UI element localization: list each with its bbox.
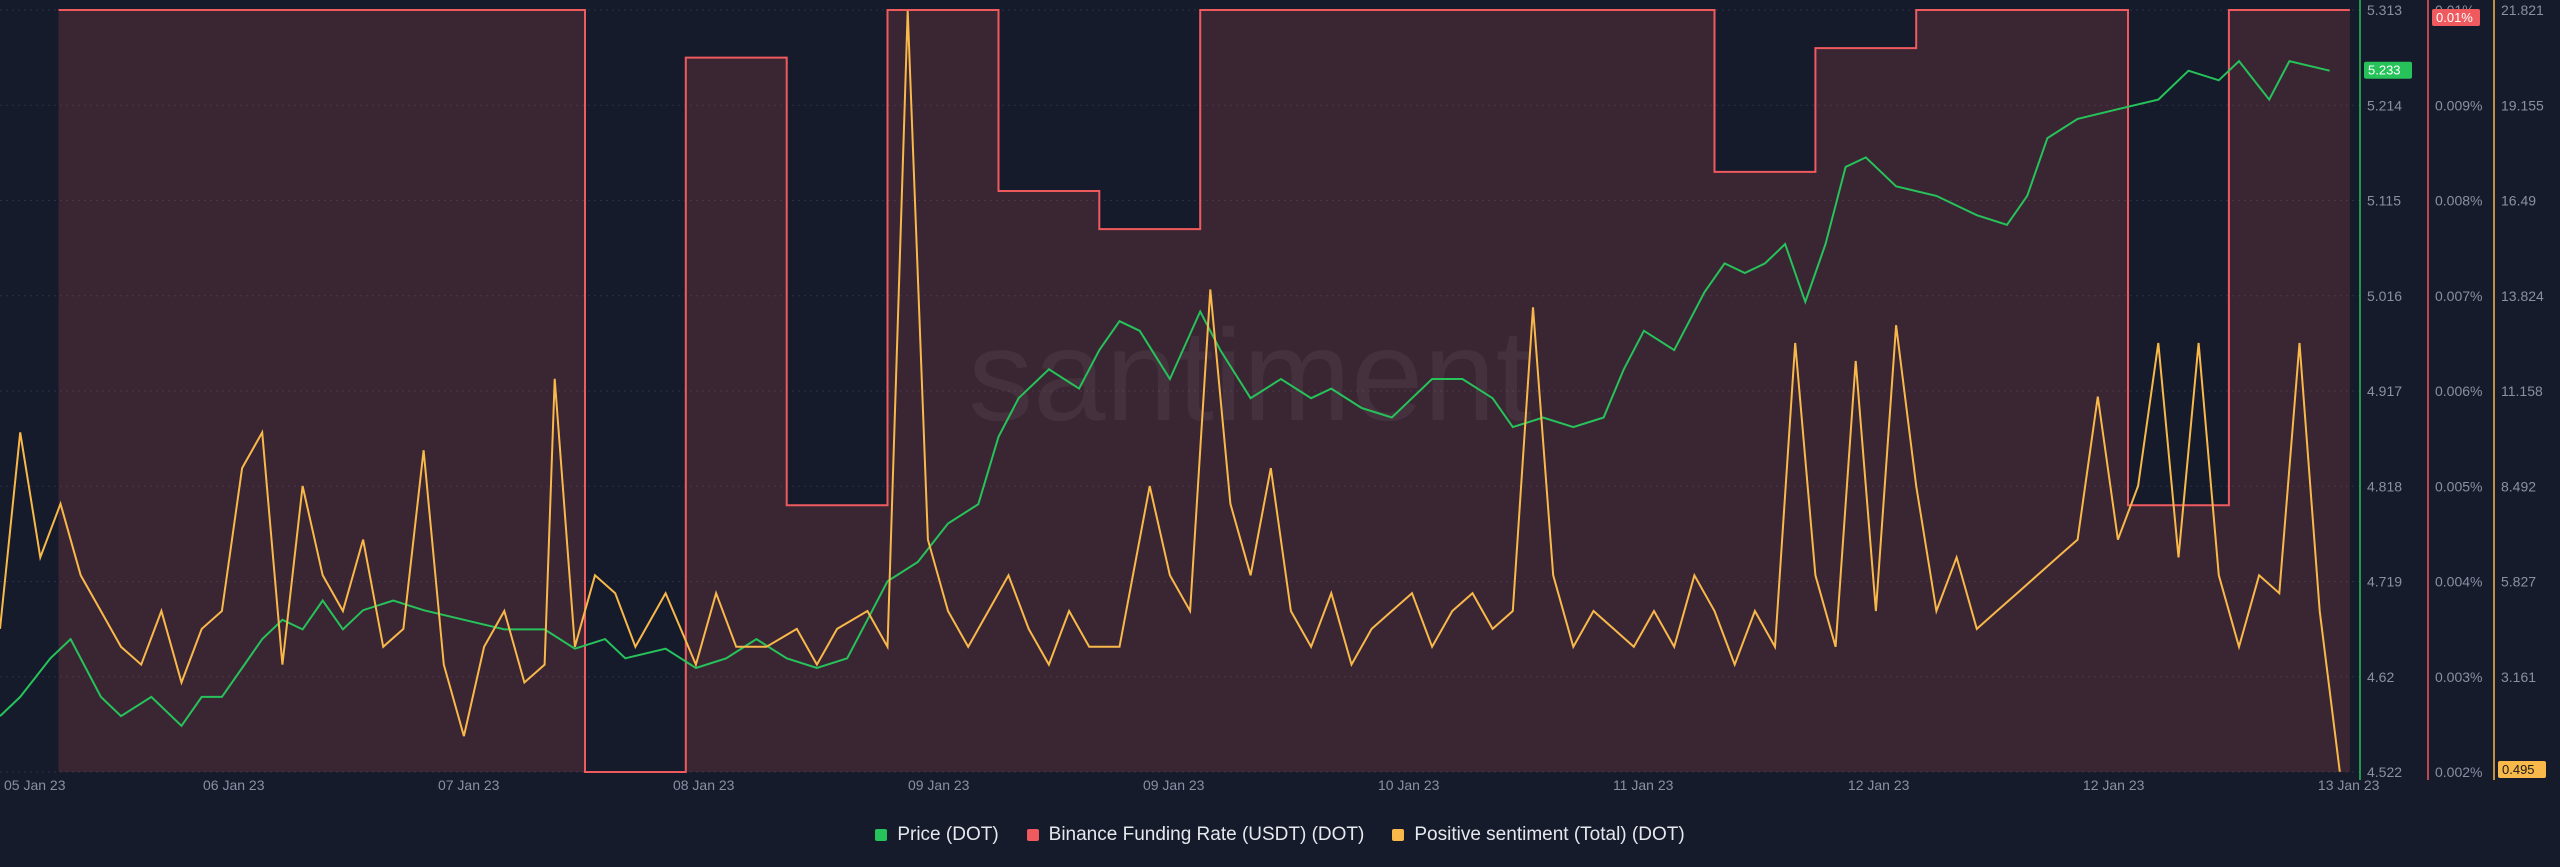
x-axis-tick: 12 Jan 23: [1848, 777, 1910, 793]
sentiment-current-value: 0.495: [2502, 762, 2535, 777]
price-axis-tick: 4.522: [2367, 764, 2402, 780]
axes: 5.313 5.214 5.115 5.016 4.917 4.818 4.719 4.62 4…: [2359, 0, 2546, 780]
legend-swatch-price: [875, 829, 888, 841]
sentiment-line: [0, 10, 2341, 772]
legend-item-sentiment[interactable]: Positive sentiment (Total) (DOT): [1392, 824, 1685, 846]
sentiment-axis-tick: 11.158: [2501, 383, 2543, 399]
sentiment-current-badge: [2498, 761, 2546, 778]
price-line: [0, 59, 2330, 728]
funding-axis-tick: 0.008%: [2435, 193, 2482, 209]
x-axis-tick: 13 Jan 23: [2318, 777, 2380, 793]
x-axis-tick: 09 Jan 23: [908, 777, 970, 793]
price-axis-tick: 5.016: [2367, 288, 2402, 304]
funding-axis-tick: 0.003%: [2435, 669, 2482, 685]
legend-swatch-sentiment: [1392, 829, 1405, 841]
price-axis-tick: 5.214: [2367, 97, 2402, 113]
price-axis-tick: 4.62: [2367, 669, 2394, 685]
x-axis-tick: 11 Jan 23: [1613, 777, 1674, 793]
x-axis-tick: 10 Jan 23: [1378, 777, 1440, 793]
x-axis-tick: 07 Jan 23: [438, 777, 500, 793]
legend: Price (DOT) Binance Funding Rate (USDT) …: [0, 820, 2560, 850]
funding-rate-line: [58, 9, 2350, 773]
price-axis-tick: 5.313: [2367, 2, 2402, 18]
price-current-badge: [2364, 61, 2412, 79]
sentiment-series: [0, 10, 2341, 772]
funding-axis-tick: 0.002%: [2435, 764, 2482, 780]
legend-swatch-funding: [1026, 829, 1039, 841]
funding-axis-tick: 0.006%: [2435, 383, 2482, 399]
price-axis-tick: 4.917: [2367, 383, 2402, 399]
sentiment-axis-tick: 13.824: [2501, 288, 2544, 304]
x-axis-tick: 08 Jan 23: [673, 777, 735, 793]
funding-current-value: 0.01%: [2436, 10, 2473, 25]
legend-label-sentiment: Positive sentiment (Total) (DOT): [1414, 824, 1685, 845]
funding-axis-tick: 0.004%: [2435, 574, 2482, 590]
price-current-value: 5.233: [2368, 63, 2401, 78]
price-axis-tick: 4.818: [2367, 478, 2402, 494]
legend-label-funding: Binance Funding Rate (USDT) (DOT): [1048, 824, 1365, 845]
funding-current-badge: [2432, 9, 2480, 26]
legend-item-funding[interactable]: Binance Funding Rate (USDT) (DOT): [1026, 824, 1365, 846]
sentiment-axis-tick: 21.821: [2501, 2, 2544, 18]
x-axis-tick: 09 Jan 23: [1143, 777, 1205, 793]
sentiment-axis-tick: 8.492: [2501, 478, 2536, 494]
price-axis-tick: 4.719: [2367, 574, 2402, 590]
x-axis-tick: 05 Jan 23: [4, 777, 66, 793]
sentiment-axis-tick: 5.827: [2501, 574, 2536, 590]
x-axis-tick: 12 Jan 23: [2083, 777, 2145, 793]
price-series: [0, 59, 2330, 728]
sentiment-axis-tick: 19.155: [2501, 97, 2544, 113]
funding-axis-tick: 0.005%: [2435, 478, 2482, 494]
price-axis-tick: 5.115: [2367, 193, 2401, 209]
legend-label-price: Price (DOT): [897, 824, 999, 845]
watermark: santiment: [968, 302, 1532, 448]
legend-item-price[interactable]: Price (DOT): [875, 824, 999, 846]
funding-axis-tick: 0.007%: [2435, 288, 2482, 304]
sentiment-axis-tick: 3.161: [2501, 669, 2536, 685]
sentiment-axis-tick: 16.49: [2501, 193, 2536, 209]
x-axis-tick: 06 Jan 23: [203, 777, 265, 793]
x-axis-ticks: 05 Jan 23 06 Jan 23 07 Jan 23 08 Jan 23 09 J…: [4, 777, 2380, 793]
funding-axis-tick: 0.009%: [2435, 97, 2482, 113]
